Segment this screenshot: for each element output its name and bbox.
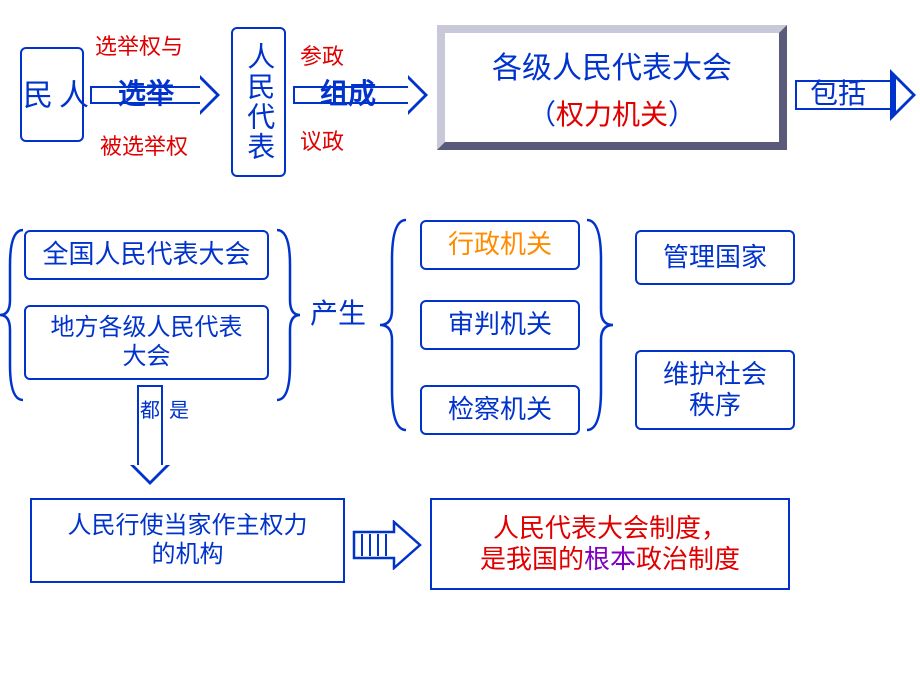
- node-judicial: 审判机关: [420, 300, 580, 350]
- text-procur: 检察机关: [448, 394, 552, 425]
- node-institution: 人民行使当家作主权力 的机构: [30, 498, 345, 583]
- brace-mid-left: [272, 225, 302, 405]
- node-npc: 全国人民代表大会: [24, 230, 269, 280]
- text-all-are: 都 是: [140, 400, 191, 422]
- label-elect: 选举: [118, 80, 174, 111]
- node-people: 人 民: [20, 47, 84, 142]
- node-manage: 管理国家: [635, 230, 795, 285]
- congress-line1: 各级人民代表大会: [492, 43, 732, 87]
- brace-organs: [378, 215, 408, 435]
- text-local: 地方各级人民代表 大会: [51, 314, 243, 372]
- node-rep: 人民代表: [231, 27, 286, 177]
- text-judicial: 审判机关: [448, 309, 552, 340]
- text-institution: 人民行使当家作主权力 的机构: [68, 512, 308, 570]
- text-npc: 全国人民代表大会: [42, 239, 250, 270]
- label-form: 组成: [320, 80, 376, 111]
- brace-organs-close: [585, 215, 615, 435]
- label-elect-top: 选举权与: [95, 35, 183, 59]
- node-local: 地方各级人民代表 大会: [24, 305, 269, 380]
- node-admin: 行政机关: [420, 220, 580, 270]
- label-include: 包括: [810, 80, 866, 111]
- system-pre: 是我国的: [480, 545, 584, 574]
- congress-paren-close: ）: [668, 100, 696, 131]
- text-admin: 行政机关: [448, 229, 552, 260]
- text-order: 维护社会 秩序: [663, 359, 767, 421]
- node-procur: 检察机关: [420, 385, 580, 435]
- text-people: 人 民: [16, 49, 88, 140]
- arrow-striped: [352, 520, 422, 570]
- system-post: 政治制度: [636, 545, 740, 574]
- congress-power: 权力机关: [556, 100, 668, 131]
- text-manage: 管理国家: [663, 242, 767, 273]
- node-congress: 各级人民代表大会 （权力机关）: [437, 25, 787, 150]
- congress-line2: （权力机关）: [528, 93, 696, 133]
- node-order: 维护社会 秩序: [635, 350, 795, 430]
- node-system: 人民代表大会制度， 是我国的根本政治制度: [430, 498, 790, 590]
- label-all-are: 都 是: [140, 398, 191, 424]
- system-line1: 人民代表大会制度，: [493, 513, 727, 544]
- label-form-top: 参政: [300, 45, 344, 69]
- text-rep: 人民代表: [242, 42, 276, 162]
- system-line2: 是我国的根本政治制度: [480, 544, 740, 575]
- congress-paren-open: （: [528, 100, 556, 131]
- label-form-bottom: 议政: [300, 130, 344, 154]
- label-elect-bottom: 被选举权: [100, 135, 188, 159]
- system-key: 根本: [584, 545, 636, 574]
- label-produce: 产生: [310, 300, 366, 331]
